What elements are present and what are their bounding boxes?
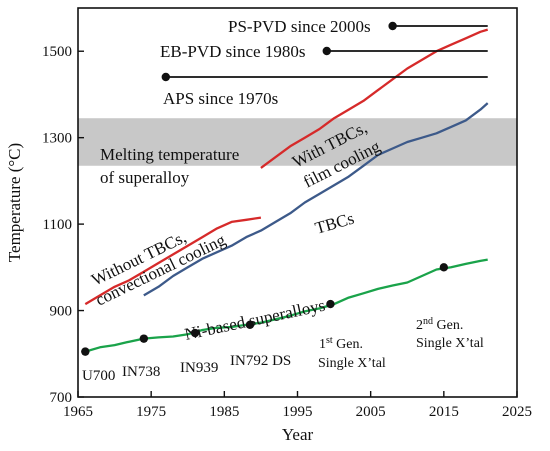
tick-layer: 1965 1975 1985 1995 2005 2015 2025 700 900 1100 13… (42, 44, 532, 420)
y-tick-label-1500: 1500 (42, 44, 72, 60)
alloy-1st-rest: Gen. (333, 337, 363, 352)
coating-timeline-start-1 (322, 46, 331, 56)
coating-timeline-start-0 (388, 21, 397, 31)
series-line-without_tbc (84, 216, 262, 306)
y-tick-label-700: 700 (50, 390, 73, 406)
x-tick-label-1975: 1975 (136, 404, 166, 420)
alloy-marker-3 (245, 320, 255, 330)
melting-label-line2: of superalloy (100, 168, 190, 187)
series-line-tbc (143, 102, 489, 297)
x-tick-label-2025: 2025 (502, 404, 532, 420)
alloy-label-in939: IN939 (180, 360, 218, 376)
alloy-marker-layer (81, 263, 449, 356)
x-tick-label-2015: 2015 (429, 404, 459, 420)
coating-timeline-layer (161, 21, 488, 82)
y-axis-title: Temperature (°C) (5, 143, 24, 262)
ni-superalloy-label: Ni-based superalloys (183, 296, 327, 344)
series-line-with_tbc (260, 28, 489, 169)
series-layer (84, 28, 489, 353)
alloy-1st-sup: st (326, 335, 333, 346)
alloy-marker-1 (139, 334, 149, 343)
alloy-label-1st-gen: 1st Gen. (319, 335, 363, 353)
coating-timeline-start-2 (161, 72, 170, 82)
y-tick-label-1300: 1300 (42, 131, 72, 147)
alloy-marker-0 (81, 347, 90, 356)
alloy-label-2nd-gen-line2: Single X’tal (416, 336, 484, 351)
ps-pvd-label: PS-PVD since 2000s (228, 17, 371, 36)
x-axis-title: Year (282, 425, 314, 444)
alloy-label-2nd-gen: 2nd Gen. (416, 316, 463, 334)
alloy-2nd-sup: nd (423, 316, 433, 327)
x-tick-label-1995: 1995 (283, 404, 313, 420)
eb-pvd-label: EB-PVD since 1980s (160, 42, 305, 61)
melting-label-line1: Melting temperature (100, 145, 239, 164)
y-tick-label-1100: 1100 (43, 217, 72, 233)
alloy-label-1st-gen-line2: Single X’tal (318, 356, 386, 371)
y-tick-label-900: 900 (50, 304, 73, 320)
alloy-label-in738: IN738 (122, 364, 160, 380)
alloy-marker-2 (190, 328, 200, 338)
x-tick-label-1965: 1965 (63, 404, 93, 420)
alloy-1st-num: 1 (319, 337, 326, 352)
aps-label: APS since 1970s (163, 89, 278, 108)
alloy-marker-5 (439, 263, 449, 272)
alloy-2nd-num: 2 (416, 318, 423, 333)
alloy-marker-4 (326, 299, 335, 309)
series-line-ni_superalloys (84, 258, 488, 353)
x-tick-label-2005: 2005 (356, 404, 386, 420)
alloy-label-u700: U700 (82, 368, 115, 384)
x-tick-label-1985: 1985 (209, 404, 239, 420)
tbc-label: TBCs (313, 209, 356, 238)
melting-temperature-label: Melting temperature of superalloy (100, 145, 239, 187)
alloy-label-in792ds: IN792 DS (230, 353, 291, 369)
alloy-2nd-rest: Gen. (433, 318, 463, 333)
